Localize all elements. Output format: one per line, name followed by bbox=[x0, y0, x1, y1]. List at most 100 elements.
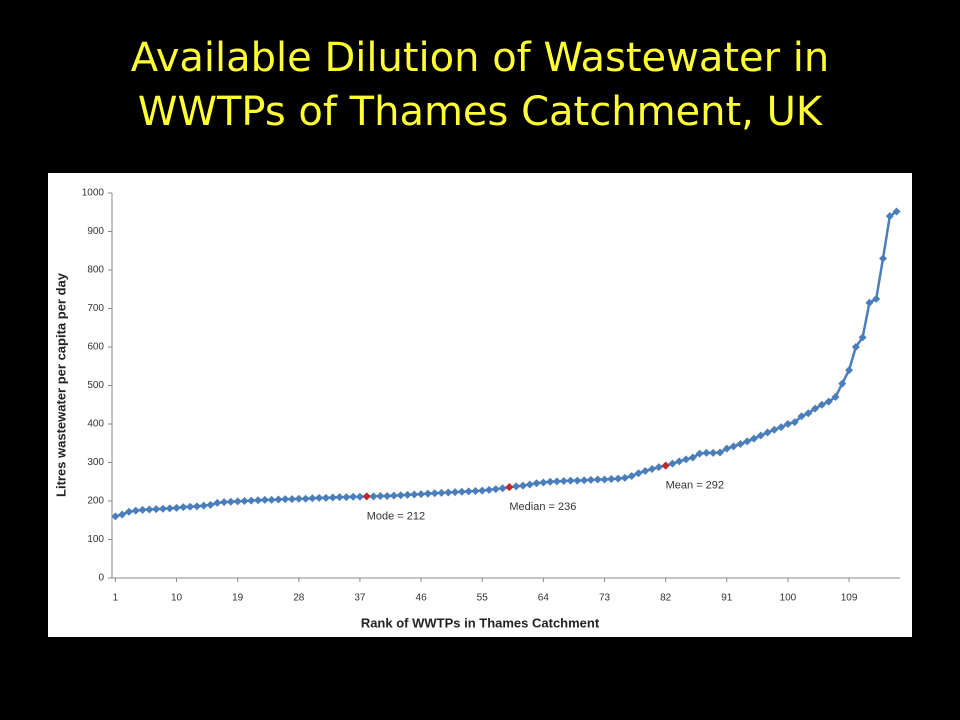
point bbox=[539, 478, 548, 487]
point bbox=[851, 343, 860, 351]
x-tick-label: 91 bbox=[721, 593, 733, 604]
point bbox=[600, 475, 609, 484]
x-tick-label: 10 bbox=[171, 593, 183, 604]
point bbox=[817, 400, 826, 409]
x-tick-label: 46 bbox=[416, 593, 428, 604]
x-tick-label: 55 bbox=[477, 593, 489, 604]
x-tick-label: 28 bbox=[293, 593, 305, 604]
point bbox=[158, 504, 167, 513]
point bbox=[111, 512, 120, 521]
point bbox=[240, 497, 249, 505]
annotation: Mode = 212 bbox=[367, 510, 425, 522]
point bbox=[831, 393, 840, 402]
point bbox=[186, 502, 195, 511]
annotation: Median = 236 bbox=[509, 501, 576, 513]
point bbox=[607, 475, 616, 484]
point bbox=[226, 497, 235, 506]
x-tick-label: 73 bbox=[599, 593, 611, 604]
point bbox=[702, 448, 711, 457]
highlight-point bbox=[661, 461, 670, 470]
point bbox=[749, 434, 758, 443]
point bbox=[478, 486, 487, 495]
point bbox=[485, 485, 494, 494]
highlight-point bbox=[362, 492, 371, 501]
point bbox=[328, 493, 337, 502]
point bbox=[777, 423, 786, 432]
point bbox=[722, 444, 731, 453]
point bbox=[369, 492, 378, 501]
point bbox=[423, 489, 432, 498]
point bbox=[824, 397, 833, 406]
point bbox=[383, 491, 392, 500]
point bbox=[641, 466, 650, 475]
point bbox=[247, 496, 256, 505]
point bbox=[118, 510, 127, 519]
point bbox=[444, 488, 453, 497]
point bbox=[389, 491, 398, 500]
x-tick-label: 1 bbox=[113, 593, 119, 604]
point bbox=[233, 497, 242, 506]
point bbox=[192, 502, 201, 511]
point bbox=[573, 476, 582, 485]
highlight-point bbox=[505, 483, 514, 492]
point bbox=[593, 475, 602, 484]
point bbox=[804, 409, 813, 418]
point bbox=[131, 506, 140, 515]
point bbox=[586, 475, 595, 484]
point bbox=[770, 425, 779, 434]
y-tick-label: 400 bbox=[87, 419, 104, 430]
point bbox=[648, 465, 657, 474]
point bbox=[736, 440, 745, 449]
point bbox=[281, 495, 290, 504]
point bbox=[715, 448, 724, 457]
point bbox=[688, 453, 697, 462]
point bbox=[627, 471, 636, 480]
point bbox=[417, 490, 426, 499]
point bbox=[790, 418, 799, 427]
y-tick-label: 0 bbox=[98, 573, 104, 584]
point bbox=[614, 474, 623, 483]
point bbox=[552, 477, 561, 486]
point bbox=[410, 490, 419, 499]
point bbox=[845, 366, 854, 375]
point bbox=[620, 473, 629, 482]
point bbox=[437, 488, 446, 497]
y-axis-label: Litres wastewater per capita per day bbox=[53, 272, 68, 497]
point bbox=[566, 476, 575, 485]
y-tick-label: 700 bbox=[87, 303, 104, 314]
point bbox=[403, 490, 412, 499]
point bbox=[220, 498, 229, 507]
point bbox=[213, 498, 222, 507]
point bbox=[464, 487, 473, 496]
point bbox=[491, 485, 500, 494]
point bbox=[124, 507, 133, 516]
point bbox=[498, 484, 507, 493]
y-tick-label: 900 bbox=[87, 226, 104, 237]
point bbox=[858, 333, 867, 342]
annotation: Mean = 292 bbox=[666, 479, 724, 491]
point bbox=[335, 493, 344, 502]
x-axis-label: Rank of WWTPs in Thames Catchment bbox=[361, 615, 600, 630]
point bbox=[288, 495, 297, 504]
point bbox=[668, 459, 677, 468]
y-tick-label: 600 bbox=[87, 342, 104, 353]
x-tick-label: 82 bbox=[660, 593, 672, 604]
point bbox=[260, 495, 269, 504]
point bbox=[138, 505, 147, 514]
point bbox=[145, 505, 154, 514]
point bbox=[308, 494, 317, 503]
y-tick-label: 1000 bbox=[82, 188, 105, 199]
y-tick-label: 300 bbox=[87, 457, 104, 468]
point bbox=[879, 254, 888, 263]
point bbox=[165, 504, 174, 513]
point bbox=[838, 379, 847, 388]
point bbox=[172, 503, 181, 512]
point bbox=[729, 442, 738, 451]
point bbox=[315, 493, 324, 502]
point bbox=[559, 476, 568, 485]
x-tick-label: 109 bbox=[841, 593, 858, 604]
point bbox=[892, 207, 901, 216]
point bbox=[376, 491, 385, 500]
point bbox=[512, 482, 521, 491]
